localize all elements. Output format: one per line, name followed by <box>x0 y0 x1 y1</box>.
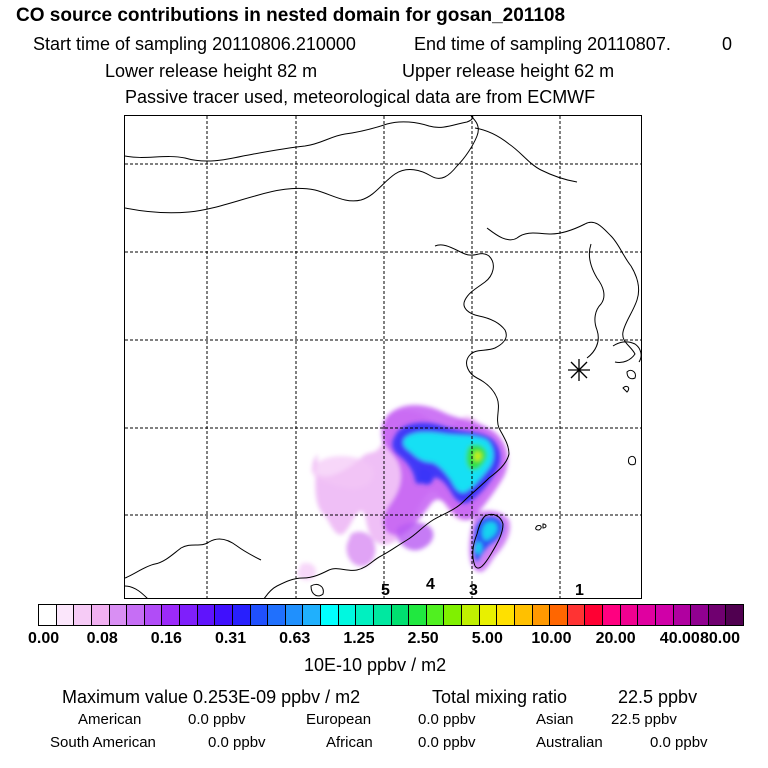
receptor-asterisk-icon <box>568 359 590 381</box>
colorbar-tick-label: 2.50 <box>407 630 439 647</box>
colorbar-cell <box>444 605 462 625</box>
colorbar-tick-label: 0.31 <box>214 630 247 647</box>
colorbar-cell <box>74 605 92 625</box>
colorbar-cell <box>268 605 286 625</box>
colorbar-cell <box>409 605 427 625</box>
colorbar-tick-label: 5.00 <box>471 630 503 647</box>
colorbar-cell <box>655 605 674 625</box>
australian-value: 0.0 ppbv <box>650 734 708 751</box>
south-american-value: 0.0 ppbv <box>208 734 266 751</box>
colorbar-cell <box>303 605 321 625</box>
european-value: 0.0 ppbv <box>418 711 476 728</box>
colorbar-cell <box>497 605 515 625</box>
colorbar-cell <box>373 605 392 625</box>
colorbar-tick-label: 40.00 <box>659 630 700 647</box>
colorbar-tick-label: 0.00 <box>28 630 60 647</box>
total-mixing-value: 22.5 ppbv <box>618 687 698 707</box>
region-number-5: 5 <box>381 582 390 599</box>
colorbar-cell <box>250 605 269 625</box>
lower-release-height: Lower release height 82 m <box>105 61 318 81</box>
colorbar-cell <box>585 605 603 625</box>
colorbar-tick-label: 20.00 <box>595 630 636 647</box>
region-number-1: 1 <box>575 582 584 599</box>
colorbar-cell <box>603 605 621 625</box>
european-label: European <box>306 711 372 728</box>
colorbar-cell <box>197 605 216 625</box>
colorbar-cell <box>56 605 75 625</box>
colorbar-cell <box>479 605 498 625</box>
start-time-label: Start time of sampling 20110806.210000 <box>33 34 356 54</box>
region-number-4: 4 <box>426 576 435 593</box>
colorbar <box>38 604 744 626</box>
colorbar-cell <box>391 605 410 625</box>
australian-label: Australian <box>536 734 603 751</box>
south-american-label: South American <box>50 734 156 751</box>
lat-lon-grid <box>125 116 641 598</box>
american-label: American <box>78 711 142 728</box>
colorbar-cell <box>514 605 533 625</box>
colorbar-tick-label: 80.00 <box>700 630 741 647</box>
colorbar-cell <box>180 605 198 625</box>
asian-label: Asian <box>536 711 574 728</box>
colorbar-cell <box>638 605 656 625</box>
colorbar-cell <box>232 605 251 625</box>
colorbar-cell <box>91 605 110 625</box>
colorbar-cell <box>673 605 692 625</box>
colorbar-cell <box>532 605 551 625</box>
colorbar-unit: 10E-10 ppbv / m2 <box>304 655 447 675</box>
colorbar-cell <box>162 605 180 625</box>
colorbar-cell <box>39 605 57 625</box>
colorbar-cell <box>127 605 145 625</box>
colorbar-cell <box>691 605 709 625</box>
colorbar-cell <box>285 605 304 625</box>
asian-value: 22.5 ppbv <box>611 711 677 728</box>
total-mixing-label: Total mixing ratio <box>432 687 568 707</box>
colorbar-cell <box>708 605 727 625</box>
african-label: African <box>326 734 373 751</box>
colorbar-cell <box>550 605 568 625</box>
plot-title: CO source contributions in nested domain… <box>16 5 566 26</box>
colorbar-cell <box>567 605 586 625</box>
colorbar-cell <box>726 605 743 625</box>
colorbar-cell <box>462 605 480 625</box>
end-time-value: 0 <box>722 34 733 54</box>
colorbar-cell <box>144 605 163 625</box>
colorbar-cell <box>356 605 374 625</box>
colorbar-tick-label: 0.63 <box>279 630 311 647</box>
colorbar-tick-label: 0.08 <box>86 630 118 647</box>
upper-release-height: Upper release height 62 m <box>402 61 615 81</box>
colorbar-cell <box>321 605 339 625</box>
map-panel <box>124 115 642 599</box>
region-number-3: 3 <box>469 582 478 599</box>
colorbar-cell <box>426 605 445 625</box>
colorbar-cell <box>109 605 128 625</box>
colorbar-cell <box>215 605 233 625</box>
colorbar-cell <box>620 605 639 625</box>
african-value: 0.0 ppbv <box>418 734 476 751</box>
colorbar-tick-label: 1.25 <box>343 630 375 647</box>
map-svg <box>125 116 641 598</box>
tracer-note: Passive tracer used, meteorological data… <box>125 87 596 107</box>
end-time-label: End time of sampling 20110807. <box>414 34 671 54</box>
maximum-value-label: Maximum value 0.253E-09 ppbv / m2 <box>62 687 361 707</box>
coastlines <box>125 116 641 598</box>
colorbar-tick-label: 10.00 <box>531 630 572 647</box>
american-value: 0.0 ppbv <box>188 711 246 728</box>
colorbar-tick-label: 0.16 <box>150 630 182 647</box>
colorbar-cell <box>338 605 357 625</box>
